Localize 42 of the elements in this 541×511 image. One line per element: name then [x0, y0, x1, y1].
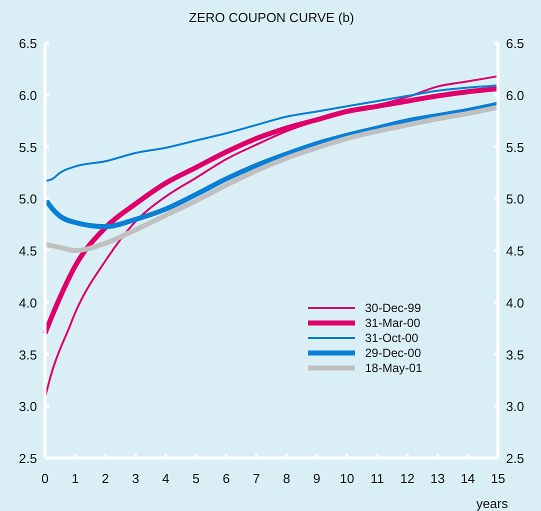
- y-tick-label: 4.5: [18, 244, 37, 258]
- x-tick-label: 11: [370, 471, 384, 486]
- x-tick-label: 7: [252, 471, 260, 486]
- x-tick-label: 12: [400, 471, 415, 486]
- x-tick-label: 14: [460, 471, 476, 486]
- y2-tick-label: 3.0: [506, 399, 524, 414]
- y-tick-label: 3.0: [18, 399, 37, 414]
- x-axis-title: years: [476, 496, 508, 511]
- y-tick-label: 4.0: [18, 295, 37, 310]
- y2-tick-label: 6.0: [506, 88, 524, 103]
- chart-title: ZERO COUPON CURVE (b): [188, 10, 354, 25]
- x-tick-label: 1: [72, 471, 79, 486]
- legend-label: 30-Dec-99: [365, 301, 422, 315]
- x-tick-label: 15: [490, 471, 506, 486]
- x-tick-label: 9: [313, 471, 320, 486]
- x-tick-label: 8: [282, 471, 290, 486]
- y-tick-label: 3.5: [18, 347, 37, 362]
- legend-label: 31-Oct-00: [365, 331, 419, 345]
- legend-label: 18-May-01: [365, 361, 423, 375]
- y2-tick-label: 5.5: [506, 140, 524, 155]
- y2-tick-label: 2.5: [506, 451, 524, 466]
- x-tick-label: 3: [132, 471, 140, 486]
- x-tick-label: 0: [41, 471, 49, 486]
- y2-tick-label: 6.5: [506, 36, 524, 51]
- y-tick-label: 6.5: [18, 36, 37, 51]
- x-tick-label: 13: [430, 471, 445, 486]
- y-tick-label: 5.5: [18, 140, 37, 155]
- y-tick-label: 6.0: [18, 88, 37, 103]
- x-tick-label: 4: [162, 471, 170, 486]
- line-series: [44, 84, 499, 182]
- y2-tick-label: 3.5: [506, 347, 524, 362]
- y2-tick-label: 5.0: [506, 192, 524, 207]
- y-tick-label: 5.0: [18, 192, 37, 207]
- x-tick-label: 6: [222, 471, 230, 486]
- legend-label: 31-Mar-00: [365, 316, 421, 330]
- x-tick-label: 2: [102, 471, 110, 486]
- legend-label: 29-Dec-00: [365, 346, 422, 360]
- x-tick-label: 5: [192, 471, 200, 486]
- y2-tick-label: 4.5: [506, 244, 524, 258]
- y-tick-label: 2.5: [18, 451, 37, 466]
- y2-tick-label: 4.0: [506, 295, 524, 310]
- x-tick-label: 10: [340, 471, 354, 486]
